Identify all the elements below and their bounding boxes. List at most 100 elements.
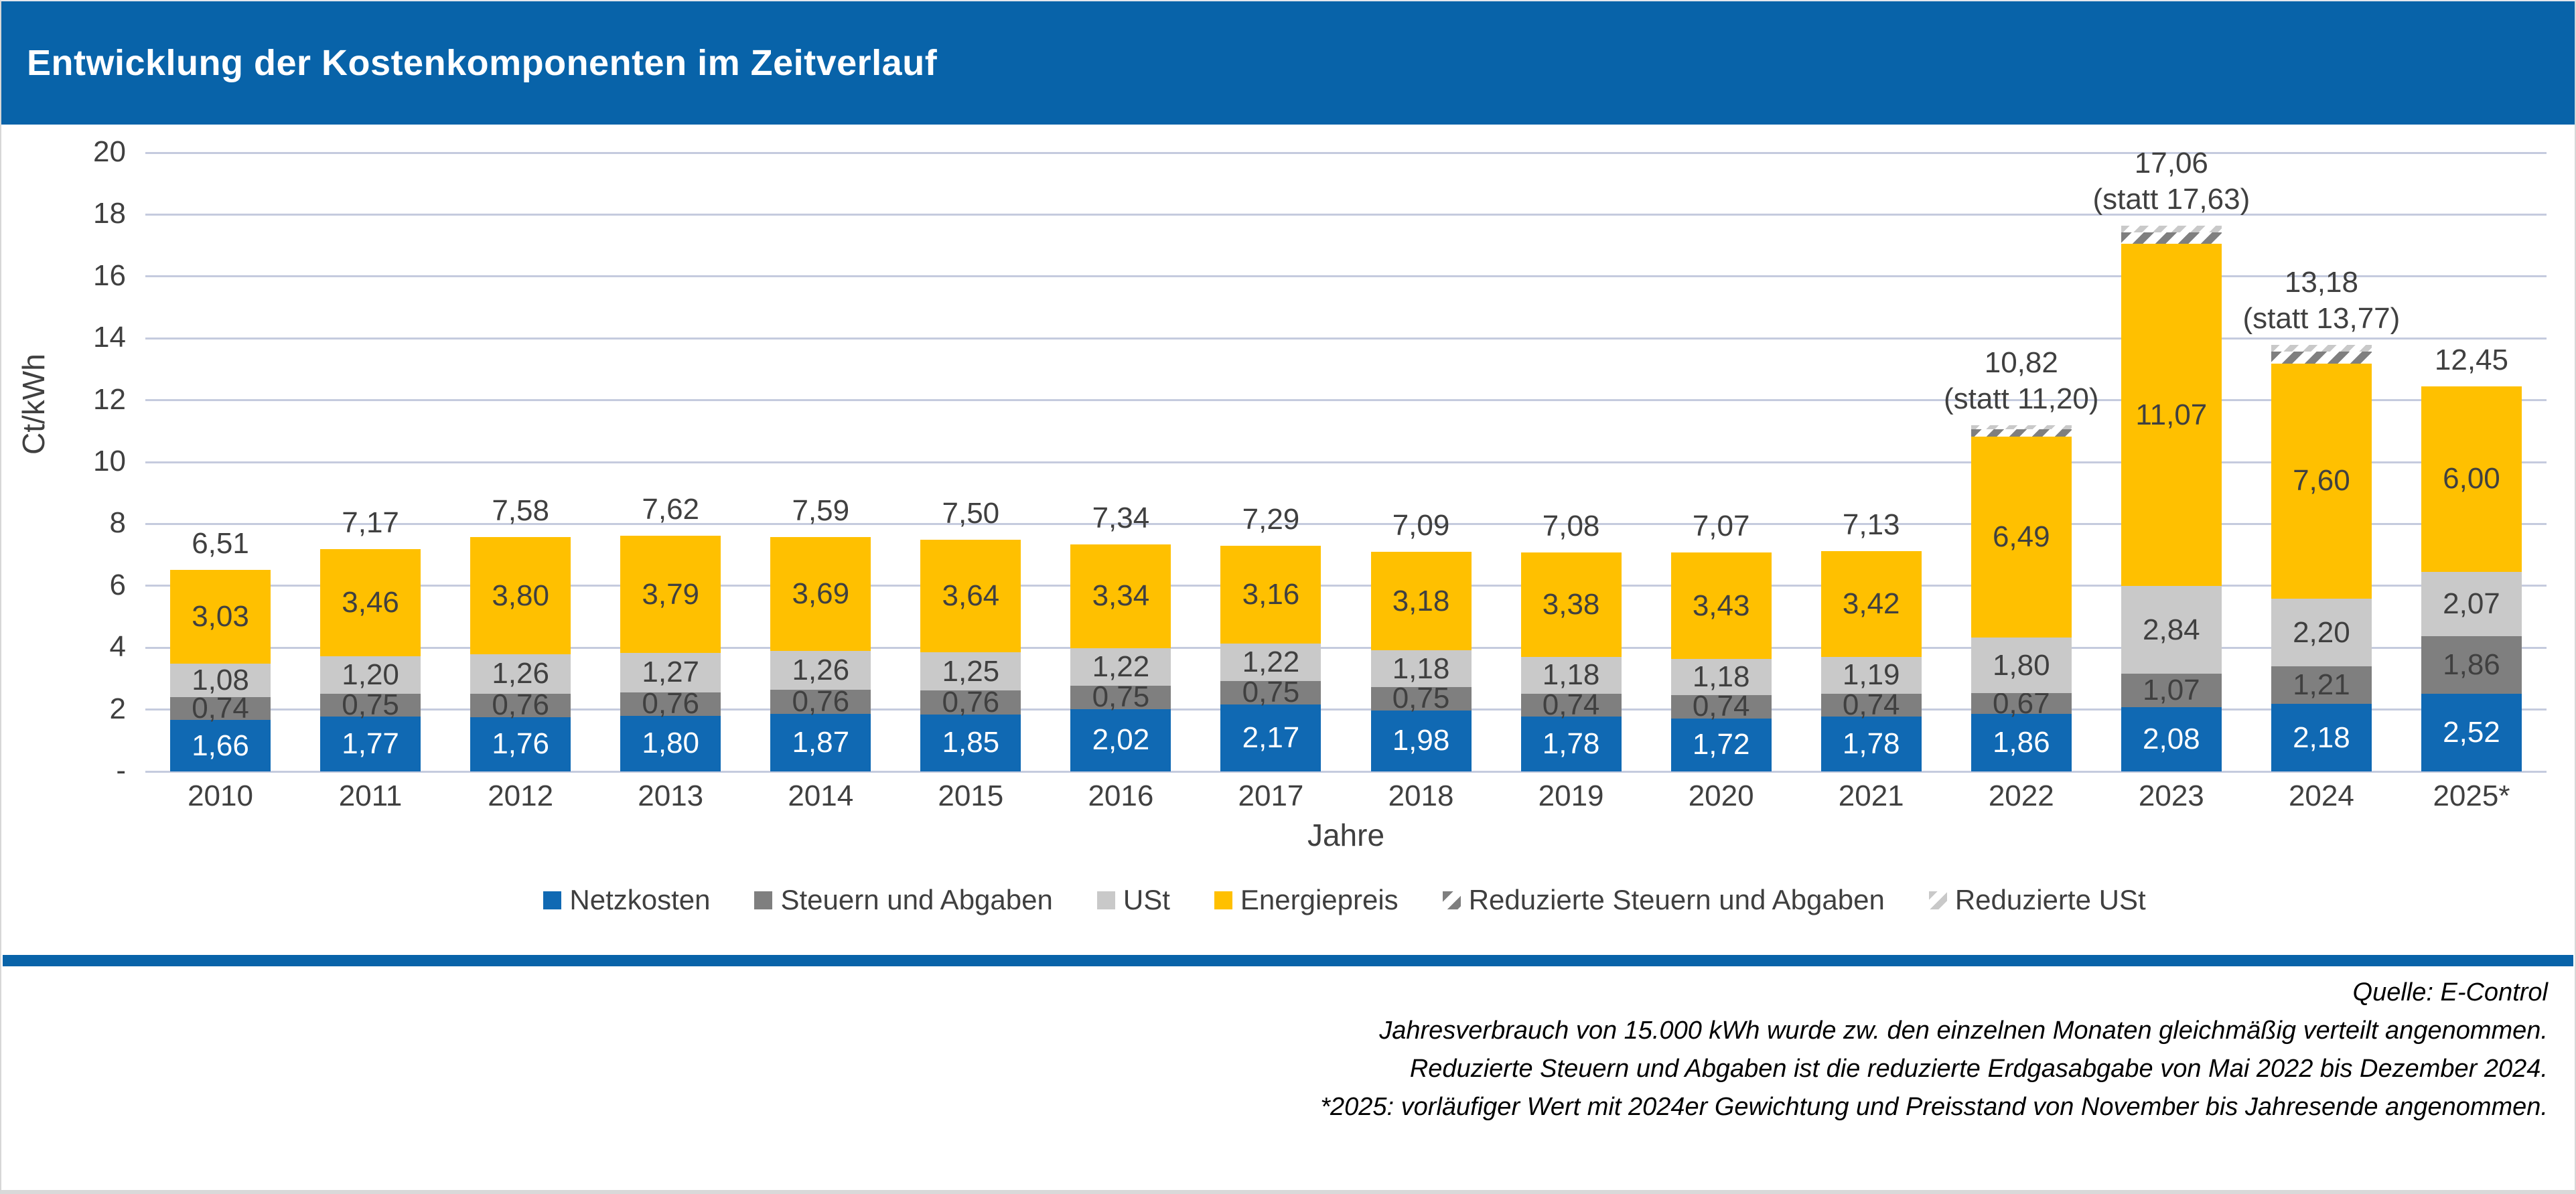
bar-value-label: 1,25 xyxy=(942,654,1000,688)
divider-bar xyxy=(3,955,2573,966)
bar-segment-netzkosten: 1,85 xyxy=(920,714,1021,771)
bar-segment-ust: 1,22 xyxy=(1220,643,1321,682)
legend-label: USt xyxy=(1123,884,1170,915)
x-tick-label: 2015 xyxy=(938,779,1004,812)
y-tick-label: - xyxy=(116,754,126,787)
bar-total-statt: (statt 11,20) xyxy=(1944,382,2099,415)
bar-total-value: 10,82 xyxy=(1984,346,2058,379)
bar-segment-steuern-und-abgaben: 1,07 xyxy=(2121,674,2222,707)
bar-segment-steuern-und-abgaben: 0,76 xyxy=(620,689,721,719)
bar-value-label: 3,46 xyxy=(342,586,399,619)
bar-segment-ust: 1,26 xyxy=(470,654,571,694)
bar-segment-netzkosten: 1,78 xyxy=(1520,716,1622,771)
x-tick-label: 2010 xyxy=(188,779,253,812)
x-tick-label: 2013 xyxy=(638,779,704,812)
bar-total-value: 7,13 xyxy=(1842,508,1900,541)
page-title: Entwicklung der Kostenkomponenten im Zei… xyxy=(27,43,938,83)
bar-value-label: 3,18 xyxy=(1392,584,1450,617)
x-tick-label: 2020 xyxy=(1688,779,1754,812)
x-tick-label: 2012 xyxy=(488,779,554,812)
bar-total-label: 7,07 xyxy=(1631,465,1812,544)
bar-total-value: 7,58 xyxy=(492,494,549,527)
y-gridline xyxy=(145,337,2547,340)
legend-label: Reduzierte USt xyxy=(1954,884,2146,915)
bar-value-label: 1,19 xyxy=(1842,658,1900,692)
y-tick-label: 4 xyxy=(109,630,126,664)
bar-segment-reduzierte-ust xyxy=(2271,345,2372,352)
legend-label: Energiepreis xyxy=(1240,884,1399,915)
bar-segment-netzkosten: 2,52 xyxy=(2421,693,2522,771)
x-tick-label: 2021 xyxy=(1838,779,1904,812)
bar-segment-netzkosten: 1,77 xyxy=(320,717,421,771)
bar-segment-steuern-und-abgaben: 0,74 xyxy=(1670,690,1772,723)
bar-segment-steuern-und-abgaben: 0,76 xyxy=(920,685,1021,719)
bar-segment-ust: 1,26 xyxy=(770,651,871,690)
bar-total-label: 7,09 xyxy=(1331,465,1512,544)
bar-value-label: 3,16 xyxy=(1242,577,1300,611)
bar-segment-netzkosten: 2,02 xyxy=(1070,708,1171,771)
title-bar: Entwicklung der Kostenkomponenten im Zei… xyxy=(1,1,2575,125)
bar-total-label: 7,50 xyxy=(880,453,1061,532)
bar-total-value: 7,09 xyxy=(1392,509,1450,542)
y-tick-label: 14 xyxy=(93,321,126,354)
y-gridline xyxy=(145,461,2547,463)
legend-item-ust: USt xyxy=(1096,884,1170,916)
bar-value-label: 3,43 xyxy=(1692,589,1750,622)
bar-total-value: 7,17 xyxy=(342,506,399,540)
legend-swatch xyxy=(1442,891,1461,909)
bar-segment-energiepreis: 3,18 xyxy=(1370,552,1472,651)
bar-value-label: 0,76 xyxy=(942,685,1000,719)
x-tick-label: 2019 xyxy=(1538,779,1604,812)
bar-value-label: 11,07 xyxy=(2135,398,2208,431)
y-tick-label: 18 xyxy=(93,197,126,230)
bar-value-label: 0,74 xyxy=(1692,690,1750,723)
legend-swatch xyxy=(754,891,773,909)
bar-segment-steuern-und-abgaben: 0,74 xyxy=(170,694,271,723)
bar-segment-netzkosten: 2,17 xyxy=(1220,704,1321,771)
bar-value-label: 3,79 xyxy=(642,577,700,611)
bar-segment-energiepreis: 3,69 xyxy=(770,536,871,652)
legend-label: Reduzierte Steuern und Abgaben xyxy=(1468,884,1885,915)
bar-value-label: 7,60 xyxy=(2293,464,2350,498)
bar-segment-ust: 1,20 xyxy=(320,656,421,694)
bar-segment-reduzierte-ust xyxy=(1971,425,2072,429)
bar-total-label: 17,06 (statt 17,63) xyxy=(2081,139,2262,218)
bar-segment-energiepreis: 6,00 xyxy=(2421,386,2522,572)
legend-item-steuern-und-abgaben: Steuern und Abgaben xyxy=(754,884,1053,916)
bar-segment-ust: 1,18 xyxy=(1520,657,1622,694)
bar-segment-ust: 1,27 xyxy=(620,653,721,692)
bar-value-label: 3,69 xyxy=(792,577,850,611)
bar-segment-netzkosten: 2,18 xyxy=(2271,704,2372,771)
bar-value-label: 2,17 xyxy=(1242,721,1300,754)
bar-value-label: 1,22 xyxy=(1242,645,1300,678)
bar-total-label: 7,34 xyxy=(1030,457,1211,536)
bar-segment-netzkosten: 1,98 xyxy=(1370,710,1472,771)
bar-total-value: 7,50 xyxy=(942,496,1000,530)
bar-segment-ust: 1,19 xyxy=(1820,656,1922,694)
chart-legend: Netzkosten Steuern und Abgaben USt Energiep… xyxy=(145,884,2544,916)
bar-total-value: 17,06 xyxy=(2134,147,2208,180)
y-tick-label: 20 xyxy=(93,135,126,168)
bar-value-label: 1,22 xyxy=(1092,650,1150,683)
footnote: Reduzierte Steuern und Abgaben ist die r… xyxy=(1409,1055,2548,1083)
bar-segment-energiepreis: 3,03 xyxy=(170,570,271,664)
bar-segment-ust: 1,80 xyxy=(1971,637,2072,694)
bar-segment-steuern-und-abgaben: 1,86 xyxy=(2421,636,2522,694)
bar-segment-netzkosten: 1,76 xyxy=(470,717,571,771)
bar-value-label: 0,76 xyxy=(492,688,549,722)
bar-total-label: 7,59 xyxy=(730,450,911,529)
x-tick-label: 2025* xyxy=(2433,779,2510,812)
bar-segment-reduzierte-steuern-und-abgaben xyxy=(2271,352,2372,364)
bar-value-label: 1,98 xyxy=(1392,724,1450,757)
legend-swatch xyxy=(543,891,562,909)
bar-value-label: 1,26 xyxy=(792,654,850,687)
y-tick-label: 10 xyxy=(93,445,126,477)
bar-segment-steuern-und-abgaben: 0,76 xyxy=(770,687,871,717)
bar-value-label: 2,20 xyxy=(2293,615,2350,649)
bar-total-label: 7,17 xyxy=(280,462,461,541)
bar-value-label: 1,87 xyxy=(792,725,850,759)
y-gridline xyxy=(145,585,2547,587)
bar-value-label: 3,42 xyxy=(1842,587,1900,620)
legend-item-reduzierte-steuern-und-abgaben: Reduzierte Steuern und Abgaben xyxy=(1442,884,1885,916)
bar-segment-steuern-und-abgaben: 0,75 xyxy=(1370,684,1472,713)
